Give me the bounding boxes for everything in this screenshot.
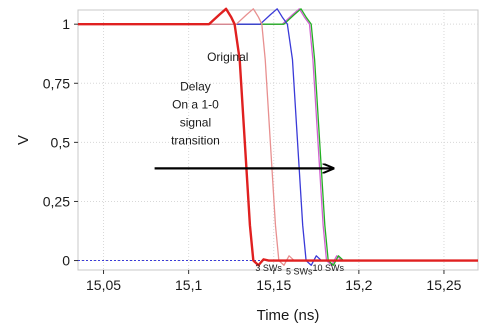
x-tick-label: 15,15 [256,277,291,293]
annotation-delay-line: On a 1-0 [172,97,219,111]
y-axis-label: V [15,135,32,145]
y-tick-label: 1 [62,16,70,32]
annotation-sw5: 5 SWs [286,267,313,277]
annotation-sw10: 10 SWs [312,263,344,273]
annotation-delay-line: transition [171,133,220,147]
y-tick-label: 0,75 [43,75,70,91]
x-tick-label: 15,2 [345,277,372,293]
annotation-delay-line: Delay [180,79,211,93]
annotation-delay-line: signal [180,115,211,129]
plot-area [78,10,478,270]
x-axis-label: Time (ns) [257,307,320,324]
x-tick-label: 15,25 [426,277,461,293]
y-tick-label: 0 [62,253,70,269]
x-tick-label: 15,05 [86,277,121,293]
x-tick-label: 15,1 [175,277,202,293]
y-tick-label: 0,5 [51,134,71,150]
y-tick-label: 0,25 [43,193,70,209]
annotation-original: Original [207,50,248,64]
annotation-sw3: 3 SWs [255,263,282,273]
